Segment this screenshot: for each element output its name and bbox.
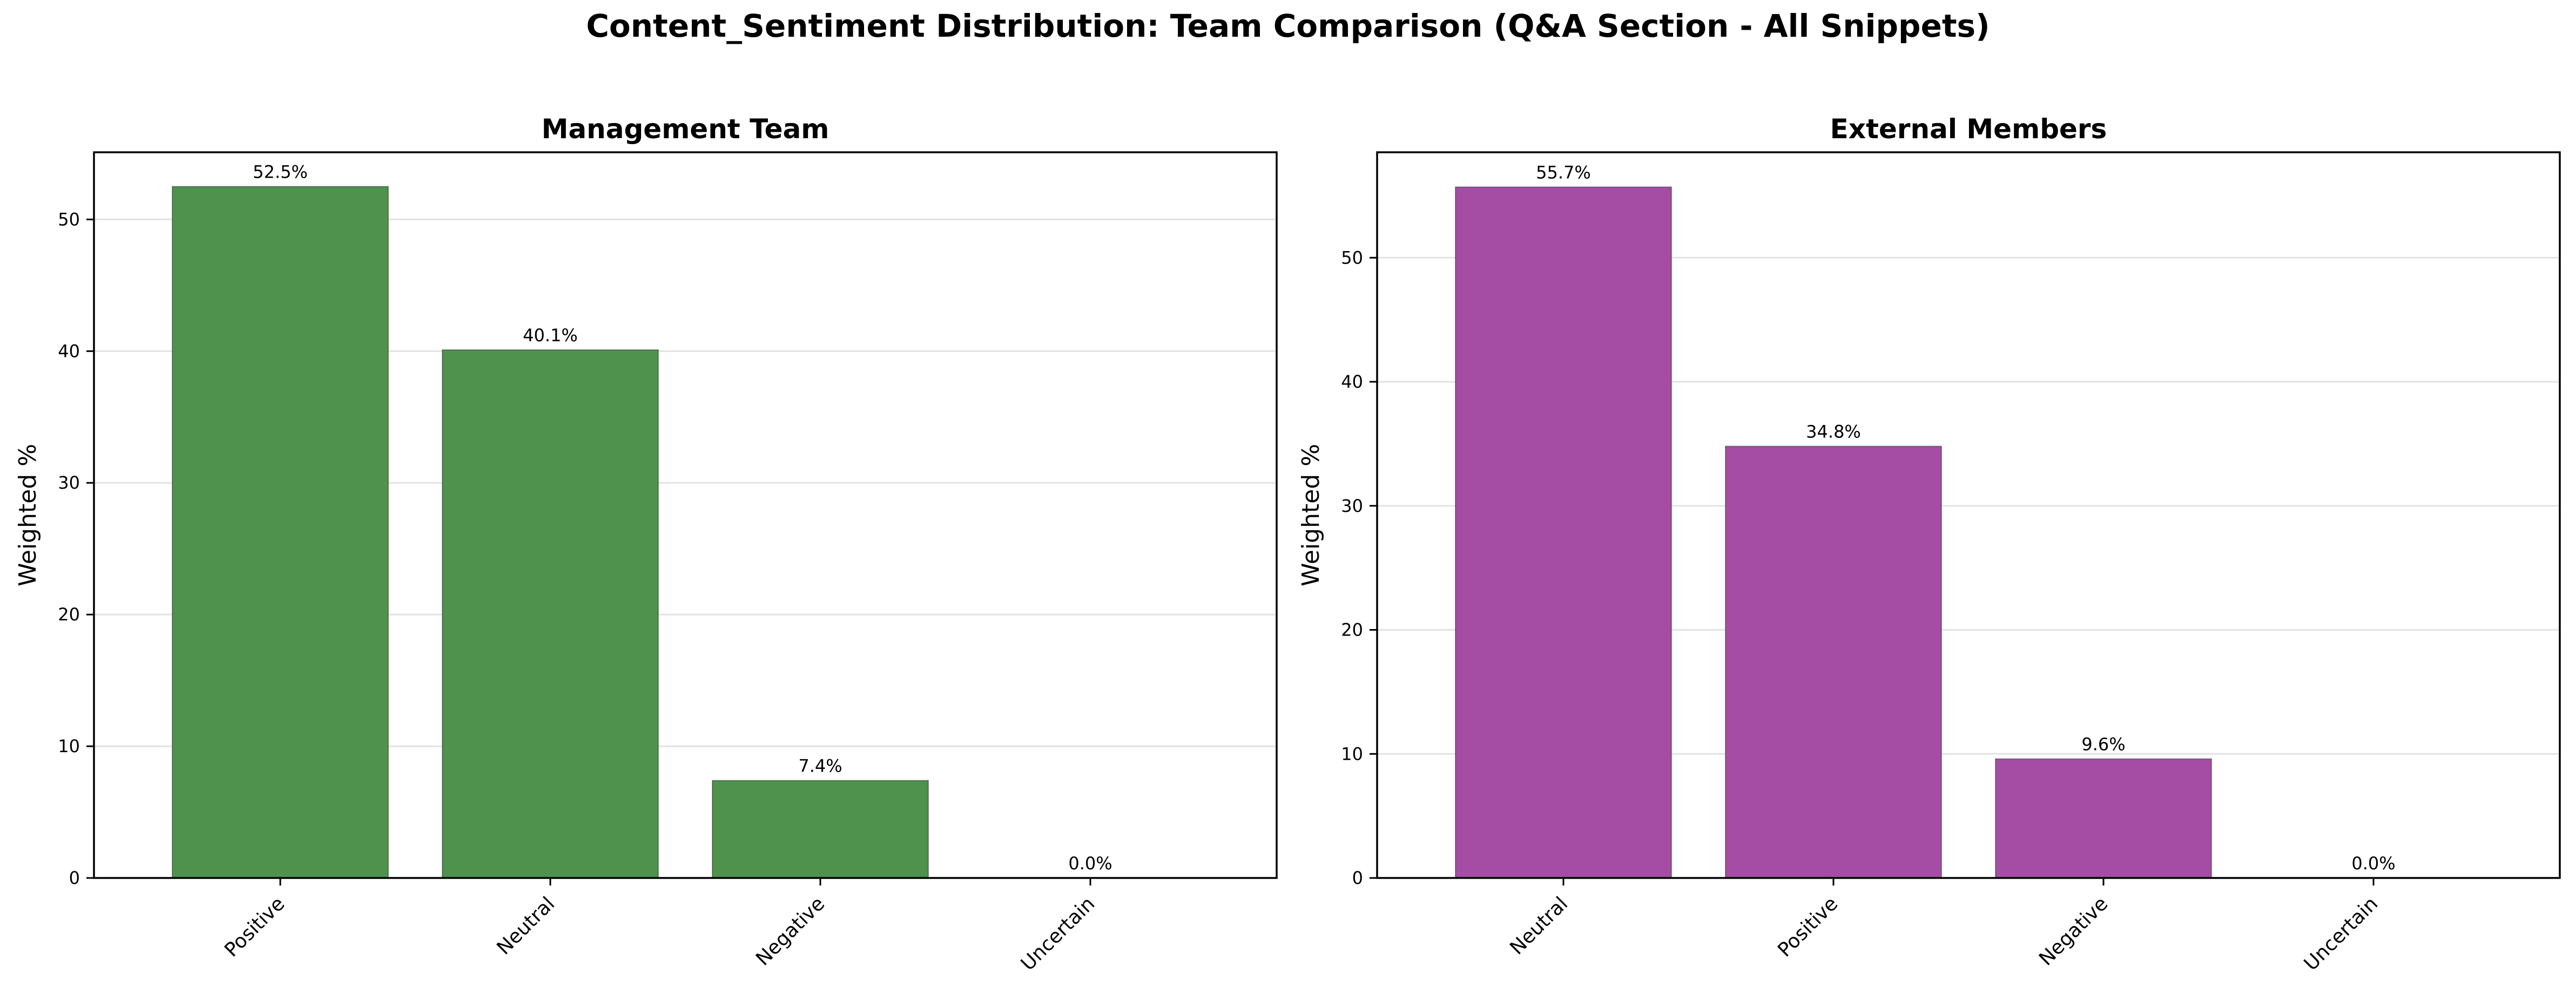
- data-label: 52.5%: [253, 161, 308, 182]
- y-axis-label: Weighted %: [14, 444, 42, 586]
- data-label: 7.4%: [798, 755, 842, 776]
- axes-frame: [1376, 151, 2561, 879]
- x-tick-label: Uncertain: [1017, 893, 1100, 975]
- y-tick-label: 40: [1341, 371, 1363, 392]
- subplot-title: External Members: [1830, 113, 2107, 145]
- y-axis-label: Weighted %: [1297, 444, 1325, 586]
- y-tick-label: 0: [1352, 868, 1363, 888]
- bar: [172, 186, 389, 879]
- y-tick-label: 30: [1341, 496, 1363, 516]
- figure-title: Content_Sentiment Distribution: Team Com…: [586, 8, 1990, 44]
- x-tick-label: Negative: [2035, 893, 2112, 970]
- data-label: 34.8%: [1806, 421, 1861, 442]
- y-tick-label: 20: [58, 604, 80, 625]
- subplot-title: Management Team: [542, 113, 830, 145]
- data-label: 9.6%: [2081, 734, 2125, 754]
- data-label: 55.7%: [1536, 162, 1591, 183]
- x-tick-label: Negative: [752, 893, 829, 970]
- y-tick-label: 10: [1341, 744, 1363, 764]
- bar: [1995, 758, 2212, 879]
- x-tick-label: Neutral: [493, 893, 559, 959]
- x-tick-label: Positive: [1773, 893, 1842, 961]
- bar: [1455, 186, 1672, 879]
- y-tick-label: 20: [1341, 620, 1363, 640]
- data-label: 40.1%: [523, 325, 578, 346]
- x-tick-label: Positive: [220, 893, 289, 961]
- bar: [442, 349, 659, 879]
- bar: [1725, 445, 1942, 879]
- bar: [712, 780, 929, 879]
- data-label: 0.0%: [2351, 853, 2395, 874]
- data-label: 0.0%: [1068, 853, 1112, 874]
- x-tick-label: Neutral: [1506, 893, 1572, 959]
- x-tick-label: Uncertain: [2300, 893, 2383, 975]
- y-tick-label: 40: [58, 341, 80, 361]
- y-tick-label: 10: [58, 736, 80, 756]
- y-tick-label: 50: [1341, 247, 1363, 268]
- y-tick-label: 30: [58, 472, 80, 493]
- y-tick-label: 0: [69, 868, 80, 888]
- axes-frame: [93, 151, 1278, 879]
- y-tick-label: 50: [58, 209, 80, 229]
